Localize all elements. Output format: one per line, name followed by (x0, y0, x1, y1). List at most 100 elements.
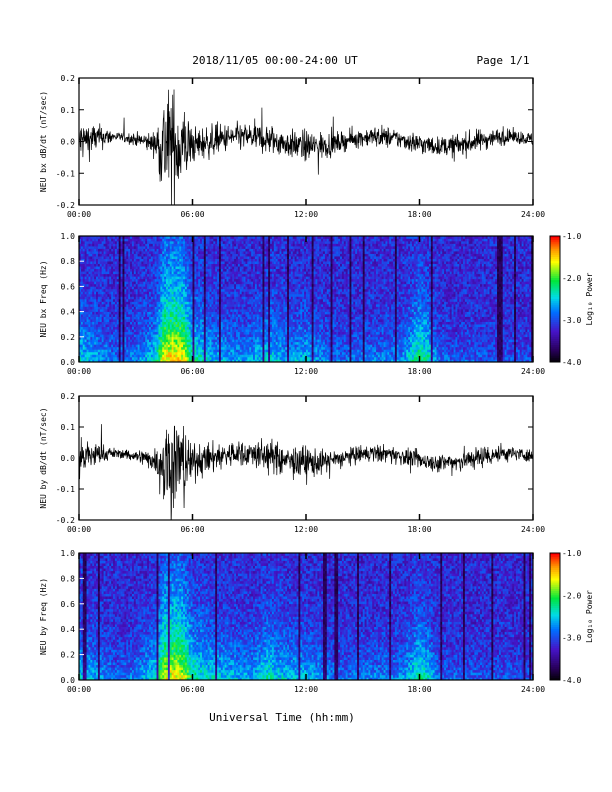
spectrogram-cell (124, 276, 127, 280)
spectrogram-cell (135, 286, 138, 290)
spectrogram-cell (82, 306, 85, 310)
spectrogram-cell (179, 339, 182, 343)
spectrogram-cell (101, 324, 104, 328)
spectrogram-cell (160, 241, 163, 244)
spectrogram-cell (118, 278, 121, 282)
spectrogram-cell (94, 286, 97, 290)
spectrogram-cell (190, 261, 193, 265)
spectrogram-cell (156, 336, 159, 340)
spectrogram-cell (230, 344, 233, 348)
spectrogram-cell (184, 311, 188, 315)
spectrogram-cell (79, 258, 82, 262)
spectrogram-cell (260, 351, 263, 355)
spectrogram-cell (198, 346, 201, 350)
spectrogram-cell (152, 276, 155, 280)
spectrogram-cell (97, 238, 101, 242)
spectrogram-cell (245, 341, 248, 345)
spectrogram-cell (181, 253, 184, 257)
spectrogram-cell (217, 304, 220, 307)
spectrogram-cell (194, 288, 197, 292)
spectrogram-cell (213, 356, 216, 360)
spectrogram-cell (192, 301, 195, 305)
spectrogram-cell (237, 273, 241, 277)
spectrogram-cell (190, 306, 193, 310)
spectrogram-cell (148, 271, 152, 275)
spectrogram-cell (130, 283, 133, 287)
spectrogram-cell (200, 278, 203, 282)
spectrogram-cell (260, 293, 263, 297)
spectrogram-cell (150, 258, 154, 262)
spectrogram-cell (133, 356, 137, 360)
spectrogram-cell (173, 306, 176, 310)
spectrogram-cell (147, 339, 150, 343)
spectrogram-cell (192, 336, 195, 340)
spectrogram-cell (173, 309, 176, 312)
spectrogram-cell (256, 248, 260, 252)
spectrogram-cell (239, 258, 242, 262)
spectrogram-cell (175, 253, 178, 257)
spectrogram-cell (262, 273, 265, 277)
spectrogram-cell (236, 326, 239, 330)
spectrogram-cell (256, 266, 260, 270)
spectrogram-cell (254, 281, 258, 285)
spectrogram-cell (177, 341, 180, 345)
spectrogram-cell (251, 301, 254, 305)
spectrogram-cell (200, 359, 203, 362)
spectrogram-cell (203, 319, 207, 322)
spectrogram-cell (84, 301, 87, 305)
spectrogram-cell (215, 246, 218, 249)
spectrogram-cell (220, 293, 224, 297)
spectrogram-cell (177, 339, 180, 343)
spectrogram-cell (201, 304, 205, 307)
spectrogram-cell (152, 266, 155, 270)
spectrogram-cell (107, 319, 110, 322)
spectrogram-cell (249, 311, 252, 315)
spectrogram-cell (183, 288, 186, 292)
spectrogram-cell (222, 336, 225, 340)
spectrogram-cell (175, 331, 178, 335)
spectrogram-cell (234, 356, 237, 360)
spectrogram-cell (97, 236, 101, 239)
spectrogram-cell (251, 329, 254, 333)
spectrogram-cell (256, 356, 260, 360)
spectrogram-cell (130, 266, 133, 270)
spectrogram-cell (158, 324, 161, 328)
spectrogram-cell (139, 351, 142, 355)
spectrogram-cell (150, 356, 154, 360)
spectrogram-cell (213, 241, 216, 244)
spectrogram-cell (253, 268, 256, 272)
spectrogram-cell (241, 288, 244, 292)
series-trace (79, 89, 533, 205)
spectrogram-cell (135, 271, 138, 275)
spectrogram-cell (262, 359, 265, 362)
page-number: Page 1/1 (477, 54, 530, 67)
spectrogram-cell (256, 324, 260, 328)
spectrogram-cell (162, 339, 165, 343)
spectrogram-cell (245, 288, 248, 292)
spectrogram-cell (179, 334, 182, 338)
spectrogram-cell (241, 314, 244, 317)
spectrogram-cell (260, 319, 263, 322)
spectrogram-cell (262, 268, 265, 272)
spectrogram-cell (84, 263, 87, 267)
spectrogram-cell (114, 309, 118, 312)
spectrogram-cell (90, 349, 93, 353)
spectrogram-cell (105, 309, 108, 312)
spectrogram-cell (79, 268, 82, 272)
spectrogram-cell (90, 354, 93, 358)
spectrogram-cell (169, 299, 172, 302)
spectrogram-cell (241, 299, 244, 302)
spectrogram-cell (113, 349, 116, 353)
spectrogram-cell (200, 291, 203, 295)
spectrogram-cell (262, 349, 265, 353)
spectrogram-cell (162, 334, 165, 338)
spectrogram-cell (196, 341, 199, 345)
spectrogram-cell (228, 278, 231, 282)
spectrogram-cell (97, 263, 101, 267)
spectrogram-cell (92, 248, 95, 252)
spectrogram-cell (222, 346, 225, 350)
spectrogram-cell (194, 238, 197, 242)
spectrogram-cell (88, 356, 91, 360)
spectrogram-cell (243, 346, 246, 350)
spectrogram-cell (107, 324, 110, 328)
